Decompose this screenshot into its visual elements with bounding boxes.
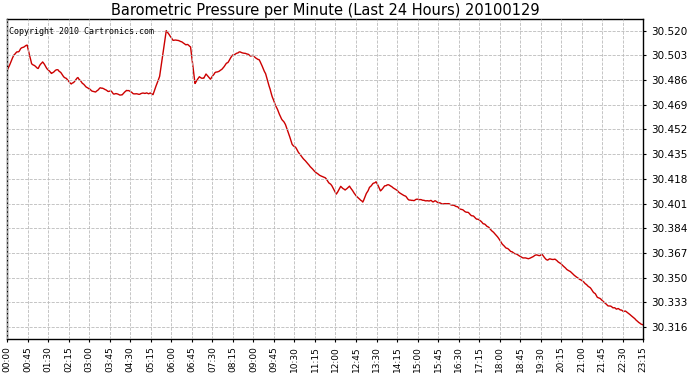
- Title: Barometric Pressure per Minute (Last 24 Hours) 20100129: Barometric Pressure per Minute (Last 24 …: [111, 3, 540, 18]
- Text: Copyright 2010 Cartronics.com: Copyright 2010 Cartronics.com: [9, 27, 154, 36]
